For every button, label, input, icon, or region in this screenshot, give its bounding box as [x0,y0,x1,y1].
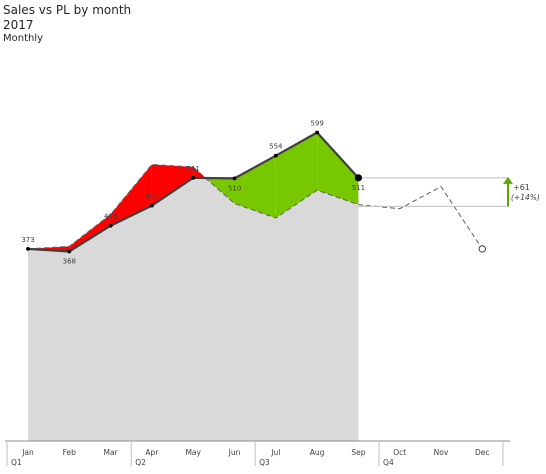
actual-point-jan [26,247,30,251]
chart-header: Sales vs PL by month 2017 Monthly [3,3,131,45]
actual-point-aug [315,130,319,135]
actual-point-apr [150,203,154,208]
actual-point-may [191,175,196,180]
x-axis: Jan Feb Mar Apr May Jun Jul Aug Sep Oct Nov Dec Q1 Q2… [5,440,510,467]
quarter-label-q3: Q3 [259,458,270,467]
data-label-sep: 511 [352,184,365,192]
chart-year: 2017 [3,18,34,32]
chart-granularity: Monthly [3,33,44,44]
x-tick-may: May [185,448,201,457]
data-points-layer: 373 368 418 457 511 510 554 599 511 [21,120,486,265]
data-label-may: 511 [187,165,200,173]
plan-area-layer [28,164,359,441]
quarter-label-q2: Q2 [135,458,146,467]
delta-value-label: +61 [513,183,530,192]
x-tick-dec: Dec [475,448,490,457]
x-tick-aug: Aug [310,448,325,457]
x-tick-oct: Oct [393,448,406,457]
variance-area-jun [234,155,276,219]
variance-area-apr [151,164,194,206]
delta-percent-label: (+14%) [511,193,540,202]
actual-point-jun [232,176,237,181]
x-tick-mar: Mar [104,448,119,457]
actual-point-sep [354,174,362,182]
x-tick-jul: Jul [270,448,280,457]
variance-area-feb [69,214,111,252]
variance-area-aug [317,132,359,205]
actual-point-jul [273,153,278,158]
data-label-mar: 418 [104,213,117,221]
plan-line [27,163,483,250]
x-tick-apr: Apr [145,448,159,457]
data-label-apr: 457 [145,193,158,201]
data-label-feb: 368 [63,257,76,265]
x-tick-jun: Jun [228,448,241,457]
data-label-jun: 510 [228,184,241,192]
actual-point-feb [67,249,72,254]
plan-area [28,164,359,441]
data-label-aug: 599 [310,120,323,128]
x-tick-feb: Feb [63,448,77,457]
x-tick-sep: Sep [351,448,365,457]
data-label-jul: 554 [269,143,283,151]
plan-end-point [478,245,486,253]
actual-point-mar [108,223,113,228]
x-tick-nov: Nov [434,448,449,457]
delta-arrow-head [503,176,513,184]
quarter-label-q4: Q4 [383,458,394,467]
x-tick-jan: Jan [21,448,34,457]
total-delta-layer: +61 (+14%) [358,176,540,207]
data-label-jan: 373 [21,236,34,244]
quarter-label-q1: Q1 [11,458,22,467]
chart-title: Sales vs PL by month [3,3,132,17]
